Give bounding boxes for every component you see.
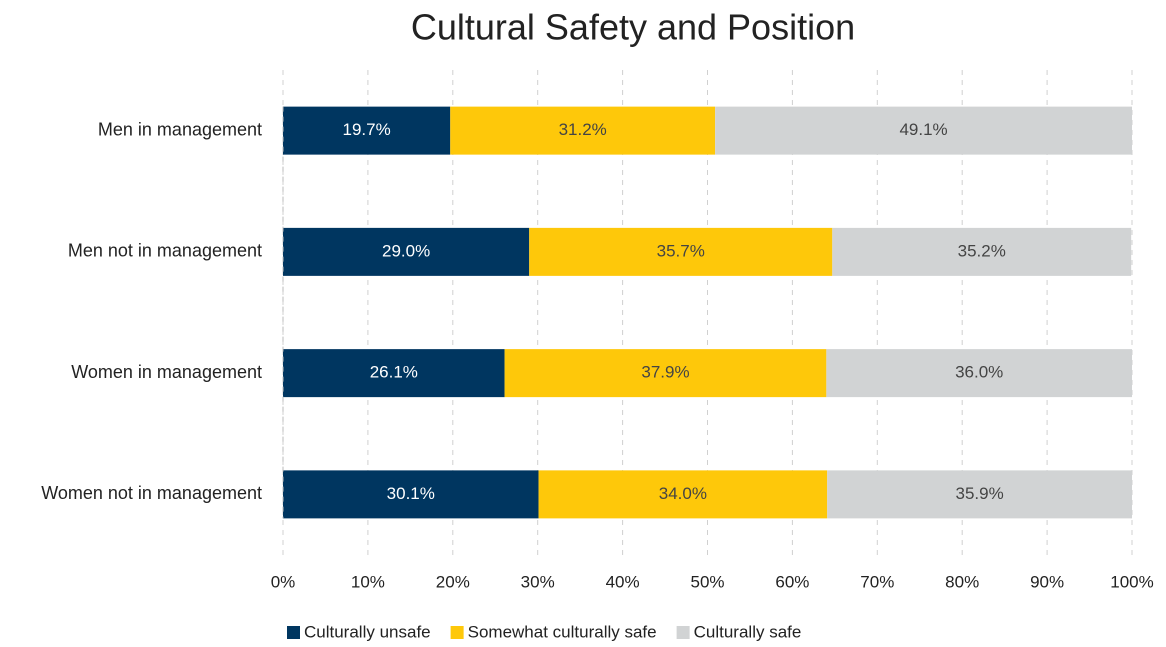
bar-segment [283,470,539,519]
x-tick-label: 50% [690,572,724,591]
x-tick-label: 60% [775,572,809,591]
legend-label: Culturally safe [694,622,802,641]
value-label: 36.0% [955,363,1003,382]
y-tick-label: Women in management [71,362,262,382]
x-tick-label: 40% [606,572,640,591]
value-label: 34.0% [659,484,707,503]
value-label: 26.1% [370,363,418,382]
value-label: 29.0% [382,241,430,260]
chart-title: Cultural Safety and Position [411,7,855,48]
legend-swatch [676,626,690,639]
legend-swatch [287,626,300,639]
y-tick-label: Men in management [98,119,262,139]
bar-segment [826,349,1132,398]
value-label: 30.1% [387,484,435,503]
legend-label: Somewhat culturally safe [468,622,657,641]
x-tick-label: 90% [1030,572,1064,591]
x-tick-label: 80% [945,572,979,591]
x-tick-label: 10% [351,572,385,591]
bar-segment [832,227,1132,276]
bar-segment [283,227,530,276]
legend-swatch [450,626,464,639]
x-tick-label: 100% [1110,572,1153,591]
bar-segment [529,227,833,276]
bar-segment [827,470,1132,519]
bar-segment [450,106,716,155]
bar-segment [283,349,505,398]
bar-segment [504,349,827,398]
bar-segment [283,106,451,155]
value-label: 35.7% [657,241,705,260]
value-label: 49.1% [899,120,947,139]
bar-segment [538,470,828,519]
value-label: 35.2% [958,241,1006,260]
y-tick-label: Women not in management [41,483,262,503]
value-label: 19.7% [343,120,391,139]
legend-label: Culturally unsafe [304,622,431,641]
x-tick-label: 0% [271,572,296,591]
x-tick-label: 70% [860,572,894,591]
value-label: 37.9% [641,363,689,382]
bar-segment [715,106,1132,155]
x-tick-label: 30% [521,572,555,591]
value-label: 31.2% [559,120,607,139]
y-tick-label: Men not in management [68,241,262,261]
value-label: 35.9% [956,484,1004,503]
x-tick-label: 20% [436,572,470,591]
